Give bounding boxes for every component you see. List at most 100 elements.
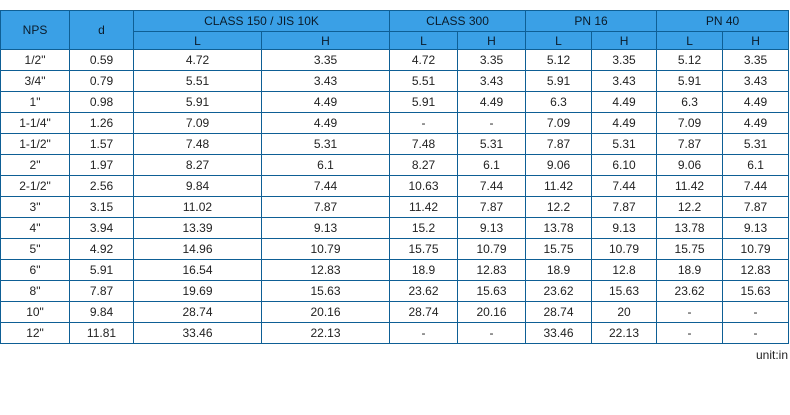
table-cell: 7.48 xyxy=(133,133,262,155)
table-cell: 11.81 xyxy=(69,322,134,344)
table-cell: 11.42 xyxy=(656,175,724,197)
table-cell: 15.63 xyxy=(591,280,658,302)
table-cell: 15.75 xyxy=(525,238,593,260)
table-cell: 12.8 xyxy=(591,259,658,281)
table-cell: 3.35 xyxy=(591,49,658,71)
table-cell: 18.9 xyxy=(525,259,593,281)
table-cell: 6.1 xyxy=(457,154,527,176)
table-row: 2" 1.97 8.27 6.1 8.27 6.1 9.06 6.10 9.06 6.1 xyxy=(0,154,790,176)
table-cell: 7.87 xyxy=(260,196,391,218)
table-cell: 5.91 xyxy=(389,91,459,113)
table-row: 4" 3.94 13.39 9.13 15.2 9.13 13.78 9.13 13.78 9.1… xyxy=(0,217,790,239)
header-group-pn16: PN 16 xyxy=(525,10,658,32)
table-cell: 20.16 xyxy=(260,301,391,323)
header-nps: NPS xyxy=(0,10,70,50)
table-cell: 1.97 xyxy=(69,154,134,176)
table-cell: 1.26 xyxy=(69,112,134,134)
header-h: H xyxy=(591,31,658,50)
header-group-class300: CLASS 300 xyxy=(389,10,527,32)
table-cell: 3.43 xyxy=(591,70,658,92)
table-cell: 3.35 xyxy=(722,49,790,71)
header-l: L xyxy=(656,31,724,50)
table-cell: 10.79 xyxy=(260,238,391,260)
unit-note: unit:in xyxy=(755,348,788,362)
table-cell: 12.83 xyxy=(722,259,790,281)
table-cell: 1-1/4" xyxy=(0,112,70,134)
table-cell: 3.35 xyxy=(260,49,391,71)
table-cell: 5.31 xyxy=(457,133,527,155)
table-cell: 5.91 xyxy=(525,70,593,92)
table-cell: 18.9 xyxy=(389,259,459,281)
table-cell: - xyxy=(722,301,790,323)
table-cell: 6" xyxy=(0,259,70,281)
table-cell: 6.10 xyxy=(591,154,658,176)
flange-dimension-table: NPS d CLASS 150 / JIS 10K CLASS 300 PN 1… xyxy=(0,10,790,344)
table-cell: - xyxy=(457,112,527,134)
table-cell: 9.13 xyxy=(722,217,790,239)
table-cell: 3.43 xyxy=(260,70,391,92)
table-cell: 15.75 xyxy=(389,238,459,260)
table-cell: 14.96 xyxy=(133,238,262,260)
table-cell: 7.44 xyxy=(591,175,658,197)
table-row: 6" 5.91 16.54 12.83 18.9 12.83 18.9 12.8 18.9 12.… xyxy=(0,259,790,281)
table-cell: 11.02 xyxy=(133,196,262,218)
table-cell: 3.15 xyxy=(69,196,134,218)
table-cell: 18.9 xyxy=(656,259,724,281)
table-cell: 12.2 xyxy=(525,196,593,218)
table-cell: 12.83 xyxy=(260,259,391,281)
table-cell: 12.2 xyxy=(656,196,724,218)
table-cell: 23.62 xyxy=(525,280,593,302)
table-cell: 5.51 xyxy=(133,70,262,92)
table-cell: - xyxy=(389,322,459,344)
table-cell: 9.84 xyxy=(69,301,134,323)
table-row: 8" 7.87 19.69 15.63 23.62 15.63 23.62 15.63 23.6… xyxy=(0,280,790,302)
table-cell: 1/2" xyxy=(0,49,70,71)
table-cell: 4.49 xyxy=(260,112,391,134)
table-cell: 22.13 xyxy=(591,322,658,344)
table-cell: 16.54 xyxy=(133,259,262,281)
table-cell: - xyxy=(656,301,724,323)
table-cell: 12" xyxy=(0,322,70,344)
table-cell: 5.51 xyxy=(389,70,459,92)
table-body: 1/2" 0.59 4.72 3.35 4.72 3.35 5.12 3.35 5.12 3.35… xyxy=(0,49,790,344)
table-cell: 13.78 xyxy=(525,217,593,239)
table-cell: 33.46 xyxy=(133,322,262,344)
header-h: H xyxy=(457,31,527,50)
table-cell: 3.94 xyxy=(69,217,134,239)
table-cell: 3" xyxy=(0,196,70,218)
table-cell: 28.74 xyxy=(389,301,459,323)
table-row: 2-1/2" 2.56 9.84 7.44 10.63 7.44 11.42 7.44 11.4… xyxy=(0,175,790,197)
table-cell: 1" xyxy=(0,91,70,113)
table-cell: 8" xyxy=(0,280,70,302)
table-cell: 6.3 xyxy=(656,91,724,113)
table-cell: 9.06 xyxy=(525,154,593,176)
table-cell: 3/4" xyxy=(0,70,70,92)
table-cell: 1.57 xyxy=(69,133,134,155)
table-cell: 7.87 xyxy=(457,196,527,218)
table-cell: 5.31 xyxy=(722,133,790,155)
table-cell: 6.1 xyxy=(260,154,391,176)
table-cell: 3.35 xyxy=(457,49,527,71)
table-cell: 13.78 xyxy=(656,217,724,239)
table-cell: 2.56 xyxy=(69,175,134,197)
table-cell: 4" xyxy=(0,217,70,239)
table-cell: 23.62 xyxy=(389,280,459,302)
table-cell: 5.91 xyxy=(133,91,262,113)
table-row: 3/4" 0.79 5.51 3.43 5.51 3.43 5.91 3.43 5.91 3.43 xyxy=(0,70,790,92)
table-cell: 15.75 xyxy=(656,238,724,260)
table-cell: 7.87 xyxy=(722,196,790,218)
header-l: L xyxy=(525,31,593,50)
table-cell: 4.49 xyxy=(722,112,790,134)
table-cell: 15.63 xyxy=(260,280,391,302)
table-cell: 5.31 xyxy=(260,133,391,155)
table-cell: 4.72 xyxy=(389,49,459,71)
table-cell: 9.13 xyxy=(457,217,527,239)
table-cell: 4.49 xyxy=(591,91,658,113)
table-cell: 9.84 xyxy=(133,175,262,197)
table-cell: 7.48 xyxy=(389,133,459,155)
table-cell: 20.16 xyxy=(457,301,527,323)
table-cell: 7.09 xyxy=(656,112,724,134)
table-cell: 0.59 xyxy=(69,49,134,71)
table-row: 10" 9.84 28.74 20.16 28.74 20.16 28.74 20- - xyxy=(0,301,790,323)
